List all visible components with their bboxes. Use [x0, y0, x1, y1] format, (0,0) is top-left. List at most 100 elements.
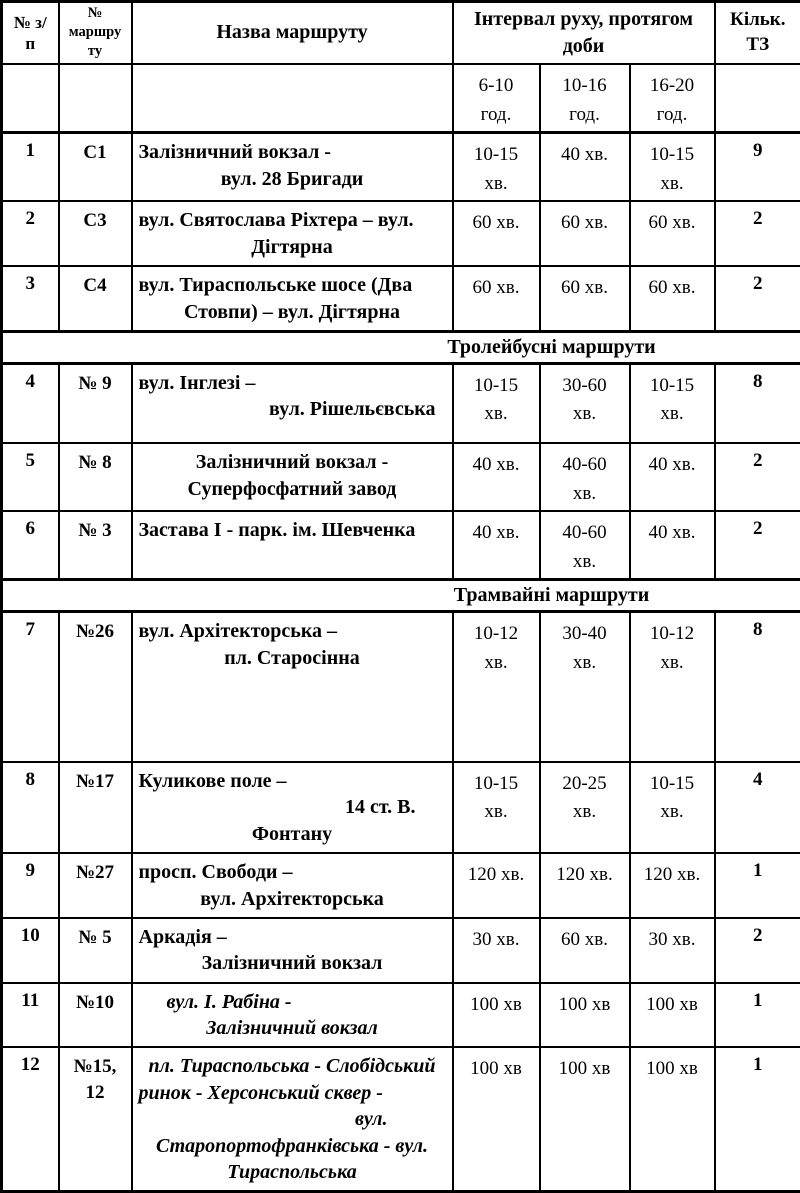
interval-cell-period-3: 10-15 хв.: [630, 762, 715, 853]
interval-cell-period-3: 100 хв: [630, 1047, 715, 1191]
route-name-line: Аркадія –: [139, 924, 446, 950]
interval-cell-period-1: 10-15 хв.: [453, 133, 540, 202]
row-number-cell: 5: [2, 443, 59, 511]
vehicle-count-cell: 8: [715, 612, 800, 762]
route-name-line: вул. Інглезі –: [139, 370, 446, 396]
route-name-cell: просп. Свободи –вул. Архітекторська: [132, 853, 453, 918]
interval-cell-period-2: 120 хв.: [540, 853, 630, 918]
interval-cell-period-2: 100 хв: [540, 1047, 630, 1191]
interval-cell-period-3: 120 хв.: [630, 853, 715, 918]
header-period-evening: 16-20 год.: [630, 64, 715, 133]
interval-cell-period-2: 40-60 хв.: [540, 443, 630, 511]
route-name-line: вул. Тираспольське шосе (Два: [139, 272, 446, 298]
route-name-cell: вул. І. Рабіна -Залізничний вокзал: [132, 983, 453, 1048]
route-name-line: просп. Свободи –: [139, 859, 446, 885]
header-route-number: № маршру ту: [59, 2, 132, 64]
interval-cell-period-2: 60 хв.: [540, 266, 630, 331]
header-row-1: № з/ п № маршру ту Назва маршруту Інтерв…: [2, 2, 800, 64]
interval-cell-period-2: 40 хв.: [540, 133, 630, 202]
route-name-cell: Куликове поле –14 ст. В.Фонтану: [132, 762, 453, 853]
interval-cell-period-2: 60 хв.: [540, 918, 630, 983]
route-name-cell: Залізничний вокзал -Суперфосфатний завод: [132, 443, 453, 511]
route-name-line: вул. Святослава Ріхтера – вул.: [139, 207, 446, 233]
section-row: Тролейбусні маршрути: [2, 331, 800, 363]
interval-cell-period-3: 10-15 хв.: [630, 133, 715, 202]
interval-cell-period-1: 60 хв.: [453, 201, 540, 266]
vehicle-count-cell: 9: [715, 133, 800, 202]
vehicle-count-cell: 2: [715, 918, 800, 983]
route-number-cell: №27: [59, 853, 132, 918]
route-name-cell: Залізничний вокзал -вул. 28 Бригади: [132, 133, 453, 202]
route-name-cell: Застава І - парк. ім. Шевченка: [132, 511, 453, 580]
row-number-cell: 2: [2, 201, 59, 266]
row-number-cell: 8: [2, 762, 59, 853]
interval-cell-period-1: 30 хв.: [453, 918, 540, 983]
route-name-line: вул. Архітекторська: [139, 886, 446, 912]
header-vehicle-count: Кільк. ТЗ: [715, 2, 800, 64]
route-name-line: вул. 28 Бригади: [139, 166, 446, 192]
route-number-cell: № 8: [59, 443, 132, 511]
interval-cell-period-2: 60 хв.: [540, 201, 630, 266]
interval-cell-period-3: 40 хв.: [630, 511, 715, 580]
interval-cell-period-3: 10-15 хв.: [630, 363, 715, 443]
header-row-2: 6-10 год. 10-16 год. 16-20 год.: [2, 64, 800, 133]
interval-cell-period-3: 60 хв.: [630, 201, 715, 266]
empty-cell: [59, 64, 132, 133]
interval-cell-period-2: 40-60 хв.: [540, 511, 630, 580]
route-number-cell: № 3: [59, 511, 132, 580]
route-name-line: пл. Старосінна: [139, 645, 446, 671]
route-number-cell: С3: [59, 201, 132, 266]
interval-cell-period-1: 120 хв.: [453, 853, 540, 918]
route-number-cell: №15, 12: [59, 1047, 132, 1191]
row-number-cell: 1: [2, 133, 59, 202]
interval-cell-period-2: 20-25 хв.: [540, 762, 630, 853]
interval-cell-period-2: 100 хв: [540, 983, 630, 1048]
route-name-line: Залізничний вокзал: [139, 1015, 446, 1041]
interval-cell-period-1: 10-12 хв.: [453, 612, 540, 762]
route-name-cell: Аркадія –Залізничний вокзал: [132, 918, 453, 983]
header-period-midday: 10-16 год.: [540, 64, 630, 133]
vehicle-count-cell: 1: [715, 1047, 800, 1191]
row-number-cell: 6: [2, 511, 59, 580]
header-period-morning: 6-10 год.: [453, 64, 540, 133]
route-name-line: Залізничний вокзал -: [139, 139, 446, 165]
route-name-line: Тираспольська: [139, 1159, 446, 1185]
header-route-name: Назва маршруту: [132, 2, 453, 64]
interval-cell-period-1: 100 хв: [453, 983, 540, 1048]
interval-cell-period-3: 10-12 хв.: [630, 612, 715, 762]
route-name-line: Залізничний вокзал -: [139, 449, 446, 475]
row-number-cell: 7: [2, 612, 59, 762]
vehicle-count-cell: 2: [715, 511, 800, 580]
row-number-cell: 4: [2, 363, 59, 443]
route-name-line: Залізничний вокзал: [139, 950, 446, 976]
route-name-line: 14 ст. В.: [139, 794, 446, 820]
empty-cell: [132, 64, 453, 133]
row-number-cell: 3: [2, 266, 59, 331]
route-name-cell: вул. Святослава Ріхтера – вул.Дігтярна: [132, 201, 453, 266]
row-number-cell: 12: [2, 1047, 59, 1191]
section-title: Трамвайні маршрути: [2, 580, 800, 612]
route-name-line: Дігтярна: [139, 234, 446, 260]
route-number-cell: С1: [59, 133, 132, 202]
interval-cell-period-3: 30 хв.: [630, 918, 715, 983]
route-name-cell: вул. Архітекторська –пл. Старосінна: [132, 612, 453, 762]
interval-cell-period-1: 10-15 хв.: [453, 762, 540, 853]
table-header: № з/ п № маршру ту Назва маршруту Інтерв…: [2, 2, 800, 133]
vehicle-count-cell: 2: [715, 266, 800, 331]
route-name-line: Суперфосфатний завод: [139, 476, 446, 502]
interval-cell-period-2: 30-60 хв.: [540, 363, 630, 443]
route-name-line: Стовпи) – вул. Дігтярна: [139, 299, 446, 325]
header-row-number: № з/ п: [2, 2, 59, 64]
row-number-cell: 11: [2, 983, 59, 1048]
